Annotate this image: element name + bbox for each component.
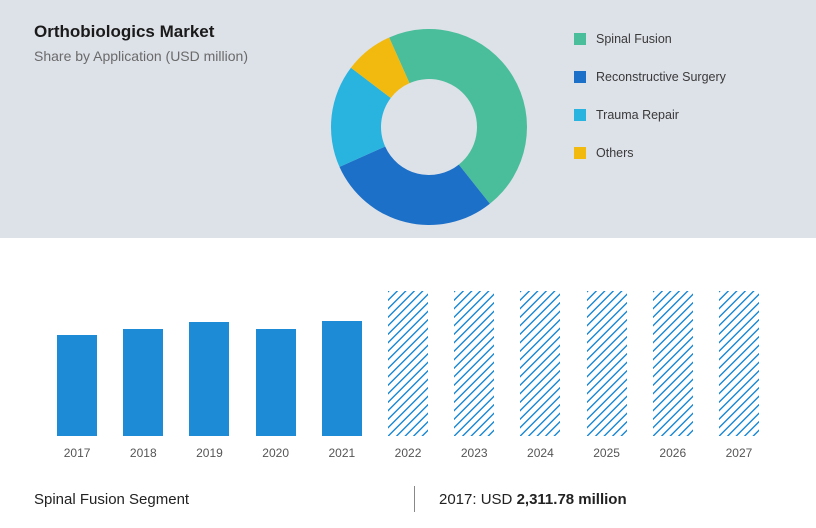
bar-xlabel: 2020 xyxy=(243,446,309,460)
bar-xlabel: 2024 xyxy=(507,446,573,460)
bar-forecast xyxy=(520,291,560,436)
bar-xlabel: 2026 xyxy=(640,446,706,460)
legend-label: Spinal Fusion xyxy=(596,32,672,46)
bar-forecast xyxy=(653,291,693,436)
footer-divider xyxy=(414,486,415,512)
legend-swatch xyxy=(574,147,586,159)
bar-column xyxy=(44,335,110,436)
bar-column xyxy=(375,291,441,436)
legend-item: Others xyxy=(574,146,782,160)
footer-segment-label: Spinal Fusion Segment xyxy=(34,491,414,508)
bar-column xyxy=(507,291,573,436)
page-title: Orthobiologics Market xyxy=(34,22,294,42)
legend-item: Trauma Repair xyxy=(574,108,782,122)
donut-legend: Spinal Fusion Reconstructive Surgery Traum… xyxy=(564,22,782,228)
footer-row: Spinal Fusion Segment 2017: USD 2,311.78… xyxy=(0,460,816,512)
bar-historical xyxy=(322,321,362,436)
legend-swatch xyxy=(574,33,586,45)
bar-forecast xyxy=(388,291,428,436)
bar-historical xyxy=(57,335,97,436)
bar-forecast xyxy=(587,291,627,436)
bar-historical xyxy=(256,329,296,436)
bar-column xyxy=(110,329,176,436)
bar-column xyxy=(640,291,706,436)
bar-xlabel: 2019 xyxy=(176,446,242,460)
bar-chart-xaxis: 2017201820192020202120222023202420252026… xyxy=(34,436,782,460)
bar-column xyxy=(176,322,242,436)
donut-chart xyxy=(294,22,564,228)
bar-chart xyxy=(34,256,782,436)
legend-label: Others xyxy=(596,146,634,160)
bar-column xyxy=(574,291,640,436)
page-subtitle: Share by Application (USD million) xyxy=(34,48,294,64)
bar-column xyxy=(309,321,375,436)
bar-column xyxy=(441,291,507,436)
bar-xlabel: 2022 xyxy=(375,446,441,460)
bar-historical xyxy=(189,322,229,436)
title-block: Orthobiologics Market Share by Applicati… xyxy=(34,22,294,228)
legend-item: Reconstructive Surgery xyxy=(574,70,782,84)
legend-item: Spinal Fusion xyxy=(574,32,782,46)
bar-column xyxy=(243,329,309,436)
donut-svg xyxy=(324,22,534,232)
footer-value: 2017: USD 2,311.78 million xyxy=(439,491,627,508)
bar-historical xyxy=(123,329,163,436)
bar-xlabel: 2027 xyxy=(706,446,772,460)
footer-year: 2017 xyxy=(439,491,472,508)
footer-amount: 2,311.78 million xyxy=(517,491,627,508)
legend-swatch xyxy=(574,109,586,121)
bar-xlabel: 2023 xyxy=(441,446,507,460)
bar-xlabel: 2018 xyxy=(110,446,176,460)
bar-forecast xyxy=(454,291,494,436)
bar-xlabel: 2021 xyxy=(309,446,375,460)
donut-hole xyxy=(382,80,476,174)
footer-prefix: : USD xyxy=(472,491,516,508)
bar-xlabel: 2025 xyxy=(574,446,640,460)
bar-xlabel: 2017 xyxy=(44,446,110,460)
bar-column xyxy=(706,291,772,436)
bar-forecast xyxy=(719,291,759,436)
bottom-section: 2017201820192020202120222023202420252026… xyxy=(0,238,816,460)
legend-label: Reconstructive Surgery xyxy=(596,70,726,84)
legend-label: Trauma Repair xyxy=(596,108,679,122)
legend-swatch xyxy=(574,71,586,83)
top-section: Orthobiologics Market Share by Applicati… xyxy=(0,0,816,238)
